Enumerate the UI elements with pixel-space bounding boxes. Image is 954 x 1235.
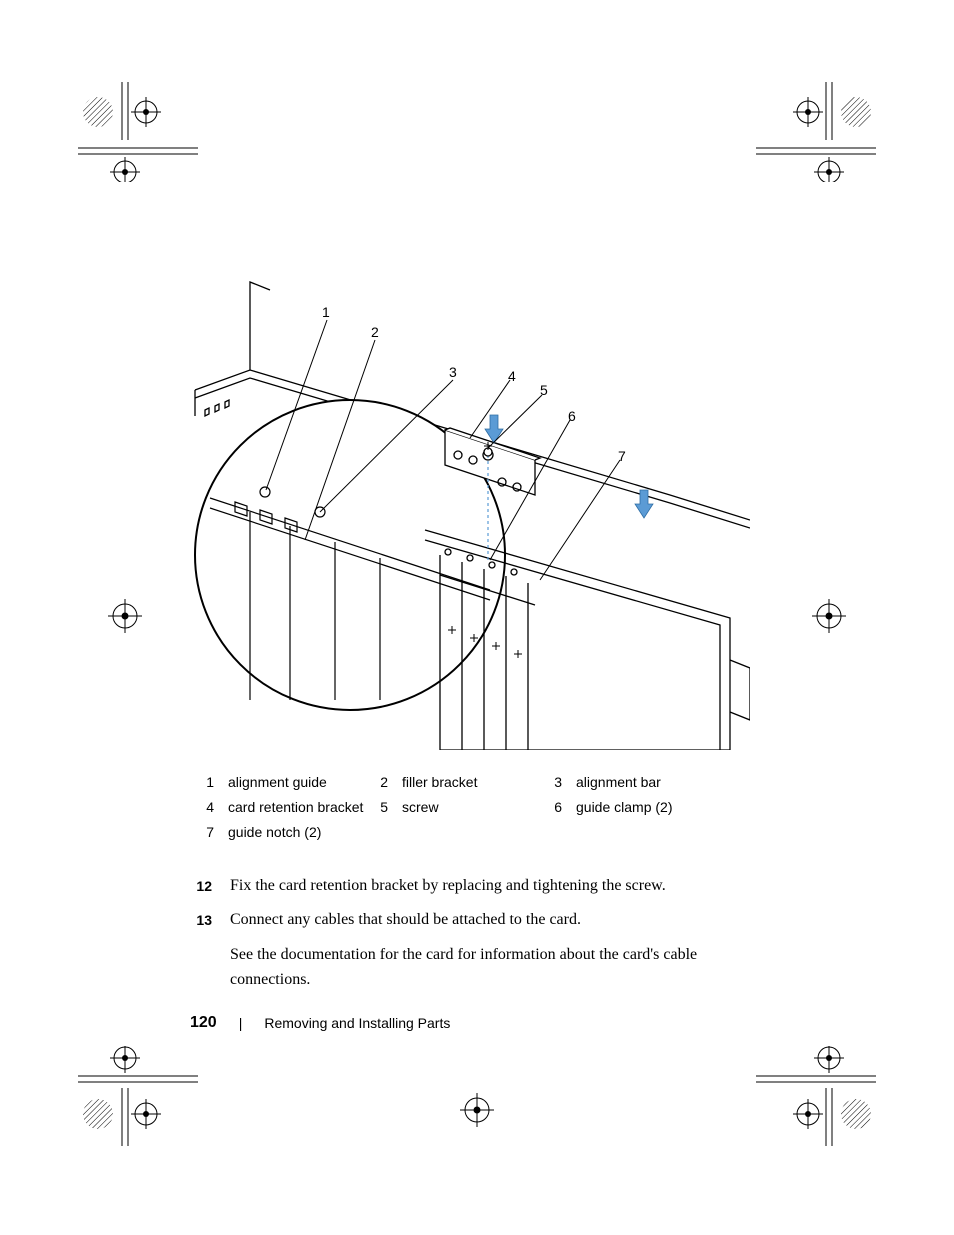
diagram-legend: 1alignment guide 2filler bracket 3alignm… xyxy=(200,770,770,846)
step-text: Connect any cables that should be attach… xyxy=(230,908,770,933)
crop-mark-top-right xyxy=(756,82,876,182)
legend-item: 1alignment guide xyxy=(200,770,374,795)
crop-mark-bottom-left xyxy=(78,1046,198,1146)
crop-mark-top-left xyxy=(78,82,198,182)
section-title: Removing and Installing Parts xyxy=(264,1015,450,1031)
instruction-steps: 12 Fix the card retention bracket by rep… xyxy=(190,874,770,993)
callout-5: 5 xyxy=(540,382,548,398)
callout-1: 1 xyxy=(322,304,330,320)
callout-3: 3 xyxy=(449,364,457,380)
callout-6: 6 xyxy=(568,408,576,424)
step-extra-text: See the documentation for the card for i… xyxy=(230,943,770,993)
crop-mark-bottom-center xyxy=(452,1090,502,1130)
legend-item: 6guide clamp (2) xyxy=(548,795,722,820)
page-number: 120 xyxy=(190,1014,217,1032)
page-footer: 120 | Removing and Installing Parts xyxy=(190,1014,450,1032)
legend-item: 2filler bracket xyxy=(374,770,548,795)
callout-2: 2 xyxy=(371,324,379,340)
callout-7: 7 xyxy=(618,448,626,464)
technical-diagram: 1 2 3 4 5 6 7 xyxy=(190,260,750,750)
step-text: Fix the card retention bracket by replac… xyxy=(230,874,770,899)
callout-4: 4 xyxy=(508,368,516,384)
footer-divider: | xyxy=(239,1015,243,1031)
crop-mark-mid-left xyxy=(100,596,150,636)
page-content: 1 2 3 4 5 6 7 1alignment guide 2filler b… xyxy=(190,260,770,1003)
legend-item: 4card retention bracket xyxy=(200,795,374,820)
crop-mark-mid-right xyxy=(804,596,854,636)
legend-item: 3alignment bar xyxy=(548,770,722,795)
legend-item: 7guide notch (2) xyxy=(200,820,374,845)
step-item: 13 Connect any cables that should be att… xyxy=(190,908,770,992)
crop-mark-bottom-right xyxy=(756,1046,876,1146)
legend-item: 5screw xyxy=(374,795,548,820)
step-item: 12 Fix the card retention bracket by rep… xyxy=(190,874,770,899)
